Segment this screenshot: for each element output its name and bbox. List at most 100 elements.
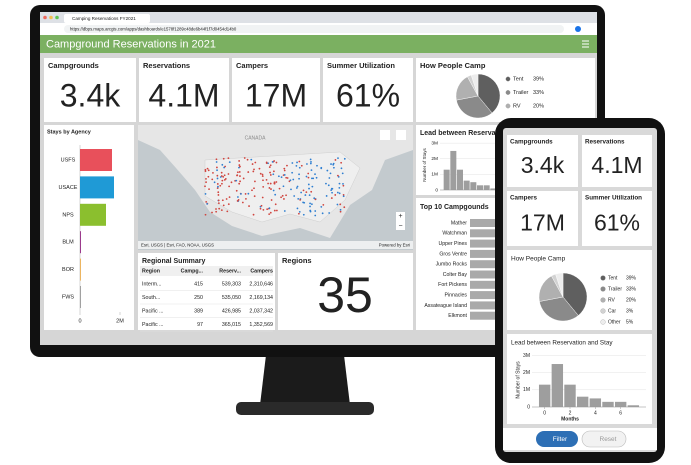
map-point [308,187,310,190]
map-point [340,161,343,164]
map-point [325,182,327,185]
table-cell: 2,310,646 [249,281,273,287]
indicator-value: 17M [245,77,307,113]
pie-slice [456,95,493,119]
y-axis-label: Number of Stays [515,361,521,399]
map-point [220,175,223,177]
map-point [228,185,231,188]
y-tick-label: 3M [431,140,438,146]
indicator-label: Regions [282,256,312,265]
map-point [308,194,311,197]
campground-bar [470,239,500,248]
map-point [226,210,229,213]
indicator-value: 4.1M [148,77,219,113]
map-point [298,177,300,180]
map-point [258,167,261,170]
profile-icon[interactable] [575,26,581,32]
legend-value: 5% [626,319,634,325]
map-point [312,177,315,180]
bar [80,258,81,281]
map-point [268,166,271,168]
table-cell: 250 [194,295,203,301]
indicator-panel [582,135,652,187]
map-point [212,171,214,174]
map-point [222,157,225,160]
map-point [332,166,335,169]
map-point [266,208,269,211]
x-tick-label: 4 [594,410,597,416]
zoom-in: + [398,213,402,220]
map-point [215,158,218,161]
histogram-bar [602,401,614,407]
map-point [246,158,249,161]
panel-title: Lead between Reservation and Stay [420,130,540,137]
map-point [254,161,257,164]
map-point [307,172,310,175]
map-point [302,213,305,216]
monitor-neck [260,355,350,405]
map-point [225,198,228,200]
panel-title: Stays by Agency [47,129,92,135]
campground-bar [470,291,500,300]
indicator-value: 4.1M [591,152,642,178]
map-point [224,177,227,180]
indicator-panel [323,58,413,122]
map-point [267,162,269,165]
indicator-value: 61% [594,210,640,236]
map-point [238,160,241,162]
map-point [282,185,285,188]
map-point [205,181,207,184]
map-point [217,185,219,188]
map-point [311,185,314,188]
campground-name: Fort Pickens [438,282,467,288]
histogram-bar [470,182,477,190]
indicator-panel [582,191,652,246]
map-point [286,164,288,167]
map-point [262,185,265,188]
url-field[interactable] [64,25,564,33]
map-point [269,171,271,174]
map-point [221,163,224,166]
tab[interactable] [64,14,150,23]
legend-swatch [600,275,606,281]
zoom-control[interactable] [396,212,405,230]
map-point [271,160,274,163]
map-point [272,173,275,176]
legend-swatch [505,76,511,82]
y-axis-label: Number of Stays [422,147,427,181]
x-tick-label: 6 [619,410,622,416]
histogram-bar [551,364,564,407]
filter-button[interactable] [536,431,578,447]
map-point [208,188,210,191]
map-point [261,196,264,199]
map-point [273,209,276,212]
map-point [275,209,278,212]
map-point [241,201,244,204]
map-point [243,157,246,159]
map-point [220,171,223,174]
menu-icon[interactable] [582,40,589,48]
map-point [252,213,255,216]
map-point [338,182,341,185]
reset-button[interactable] [581,430,627,448]
home-button[interactable] [380,130,390,140]
table-cell: Pacific ... [142,322,164,328]
campground-name: Mather [451,220,467,226]
campground-bar [470,311,500,320]
map-point [252,170,255,173]
map-point [334,194,337,196]
map-powered-by: Powered by Esri [379,243,410,248]
map-point [283,198,285,200]
legend-value: 39% [626,275,637,281]
legend-label: RV [513,103,521,109]
table-cell: Pacific ... [142,308,164,314]
campground-name: Watchman [442,231,467,237]
legend-button[interactable] [396,130,406,140]
filter-label: Filter [553,436,568,443]
map-point [338,192,341,195]
map-point [206,203,209,205]
map-point [291,162,294,164]
map-point [221,179,224,182]
dashboard-header [40,35,597,53]
